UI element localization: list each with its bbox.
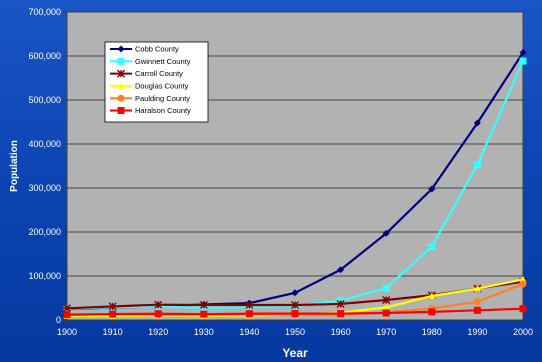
- data-point: [519, 57, 527, 65]
- data-point: [199, 300, 208, 309]
- y-tick-label: 600,000: [28, 51, 61, 61]
- data-point: [428, 292, 436, 299]
- data-point: [428, 308, 436, 316]
- x-tick-label: 2000: [513, 327, 533, 337]
- data-point: [200, 310, 208, 318]
- data-point: [519, 49, 527, 57]
- data-point: [519, 275, 527, 283]
- x-tick-label: 1980: [422, 327, 442, 337]
- legend: Cobb County Gwinnett County Carroll County…: [104, 41, 209, 123]
- y-tick-label: 100,000: [28, 271, 61, 281]
- data-point: [245, 310, 253, 318]
- legend-marker: [117, 57, 125, 65]
- legend-marker: [117, 82, 125, 89]
- data-point: [382, 309, 390, 317]
- data-point: [245, 300, 254, 309]
- data-point: [473, 119, 481, 127]
- data-point: [337, 266, 345, 274]
- legend-entry: Haralson County: [135, 106, 191, 115]
- x-tick-label: 1970: [376, 327, 396, 337]
- data-point: [154, 310, 162, 318]
- legend-entry: Carroll County: [135, 69, 183, 78]
- data-point: [473, 298, 481, 306]
- data-point: [519, 305, 527, 313]
- legend-marker: [117, 107, 125, 114]
- data-point: [473, 161, 481, 169]
- legend-marker: [117, 94, 125, 102]
- y-tick-label: 500,000: [28, 95, 61, 105]
- x-tick-label: 1990: [467, 327, 487, 337]
- data-point: [154, 300, 163, 309]
- legend-marker: [117, 69, 125, 78]
- x-tick-label: 1940: [239, 327, 259, 337]
- legend-marker: [117, 45, 125, 53]
- y-axis-title: Population: [9, 140, 20, 192]
- y-tick-label: 200,000: [28, 227, 61, 237]
- y-tick-label: 300,000: [28, 183, 61, 193]
- data-point: [428, 243, 436, 251]
- x-axis-title: Year: [282, 346, 308, 360]
- data-point: [428, 185, 436, 193]
- data-point: [336, 299, 345, 308]
- data-point: [519, 280, 527, 288]
- legend-entry: Paulding County: [135, 94, 190, 103]
- legend-entry: Cobb County: [135, 45, 179, 54]
- x-tick-label: 1950: [285, 327, 305, 337]
- data-point: [473, 285, 481, 292]
- legend-entry: Douglas County: [135, 82, 189, 91]
- series-group: [63, 49, 527, 319]
- y-tick-label: 0: [56, 315, 61, 325]
- y-tick-label: 400,000: [28, 139, 61, 149]
- x-tick-label: 1960: [331, 327, 351, 337]
- data-point: [382, 303, 390, 311]
- x-tick-label: 1930: [194, 327, 214, 337]
- x-tick-label: 1920: [148, 327, 168, 337]
- data-point: [63, 304, 71, 313]
- data-point: [337, 310, 345, 318]
- series-haralson-county: [63, 305, 527, 319]
- y-tick-label: 700,000: [28, 7, 61, 17]
- data-point: [382, 284, 390, 292]
- data-point: [291, 300, 299, 309]
- data-point: [109, 310, 117, 318]
- data-point: [63, 311, 71, 319]
- y-axis-ticks: 0 100,000 200,000 300,000 400,000 500,000 600,…: [28, 7, 67, 325]
- x-tick-label: 1910: [103, 327, 123, 337]
- data-point: [108, 302, 117, 311]
- data-point: [291, 289, 299, 297]
- data-point: [382, 229, 390, 237]
- data-point: [382, 296, 391, 305]
- x-tick-label: 1900: [57, 327, 77, 337]
- data-point: [291, 310, 299, 318]
- legend-entry: Gwinnett County: [135, 57, 191, 66]
- data-point: [473, 306, 481, 314]
- x-axis-ticks: 1900 1910 1920 1930 1940 1950 1960 1970 1980 1990…: [57, 320, 533, 337]
